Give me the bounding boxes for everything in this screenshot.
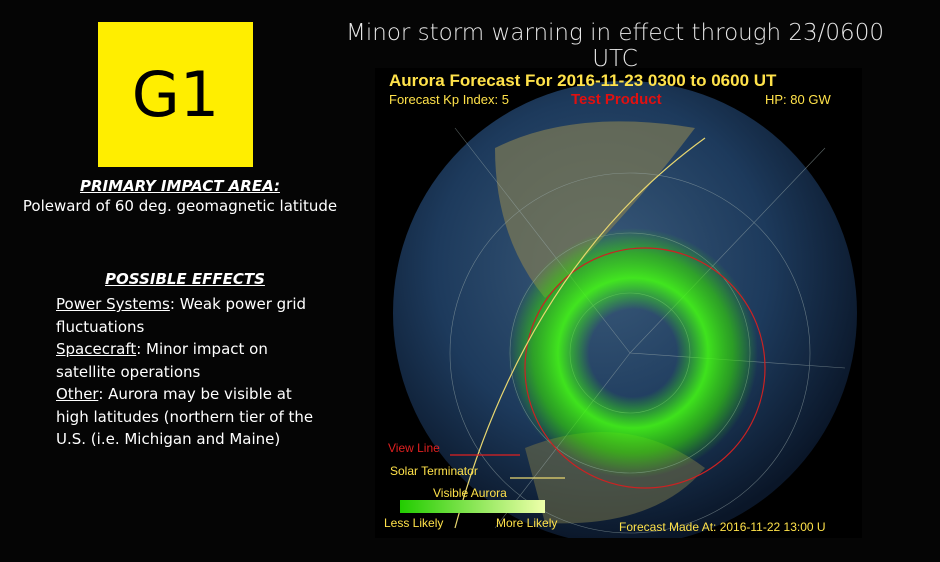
kp-index: Forecast Kp Index: 5 — [389, 92, 509, 107]
scale-more: More Likely — [496, 516, 558, 530]
effects-list: Power Systems: Weak power grid fluctuati… — [56, 293, 326, 451]
effect-label: Power Systems — [56, 295, 170, 313]
effect-text: : Weak power grid fluctuations — [56, 295, 307, 336]
effect-label: Other — [56, 385, 99, 403]
effect-label: Spacecraft — [56, 340, 137, 358]
impact-text: Poleward of 60 deg. geomagnetic latitude — [22, 197, 338, 215]
effects-heading: POSSIBLE EFFECTS — [105, 270, 265, 288]
scale-badge: G1 — [98, 22, 253, 167]
scale-less: Less Likely — [384, 516, 444, 530]
map-title: Aurora Forecast For 2016-11-23 0300 to 0… — [389, 71, 777, 90]
scale-title: Visible Aurora — [433, 486, 507, 500]
effect-item: Spacecraft: Minor impact on satellite op… — [56, 338, 326, 383]
effect-item: Other: Aurora may be visible at high lat… — [56, 383, 326, 451]
effect-text: : Minor impact on satellite operations — [56, 340, 268, 381]
test-product: Test Product — [571, 91, 662, 108]
view-line-label: View Line — [388, 441, 440, 455]
globe — [393, 81, 857, 545]
impact-heading: PRIMARY IMPACT AREA: — [80, 177, 280, 195]
forecast-made: Forecast Made At: 2016-11-22 13:00 U — [619, 520, 826, 534]
effect-item: Power Systems: Weak power grid fluctuati… — [56, 293, 326, 338]
slide-title: Minor storm warning in effect through 23… — [346, 20, 884, 72]
hemispheric-power: HP: 80 GW — [765, 92, 831, 107]
terminator-label: Solar Terminator — [390, 464, 478, 478]
effect-text: : Aurora may be visible at high latitude… — [56, 385, 314, 448]
aurora-map: Aurora Forecast For 2016-11-23 0300 to 0… — [375, 68, 862, 545]
